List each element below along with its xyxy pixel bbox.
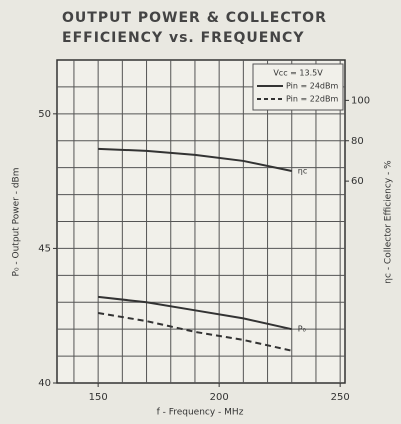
series-line xyxy=(98,295,292,331)
series-line xyxy=(98,147,292,173)
x-tick-label: 150 xyxy=(89,392,108,403)
y2-tick-label: 60 xyxy=(351,176,364,187)
chart-title: OUTPUT POWER & COLLECTOR xyxy=(62,10,327,26)
x-tick-label: 200 xyxy=(210,392,229,403)
legend-title: Vcc = 13.5V xyxy=(273,69,323,78)
y2-tick-label: 80 xyxy=(351,136,364,147)
y2-axis-label: ηc - Collector Efficiency - % xyxy=(384,160,394,284)
y-axis-label: P₀ - Output Power - dBm xyxy=(12,168,22,277)
annotation: P₀ xyxy=(298,325,306,334)
x-axis-label: f - Frequency - MHz xyxy=(157,408,244,418)
y-tick-label: 50 xyxy=(38,109,51,120)
annotation: ηc xyxy=(298,167,307,176)
chart-title: EFFICIENCY vs. FREQUENCY xyxy=(62,30,304,46)
legend-label: Pin = 24dBm xyxy=(286,82,338,91)
x-tick-label: 250 xyxy=(331,392,350,403)
y-tick-label: 40 xyxy=(38,378,51,389)
legend-label: Pin = 22dBm xyxy=(286,95,338,104)
y-tick-label: 45 xyxy=(38,243,51,254)
series-line xyxy=(97,312,292,352)
y2-tick-label: 100 xyxy=(351,95,370,106)
